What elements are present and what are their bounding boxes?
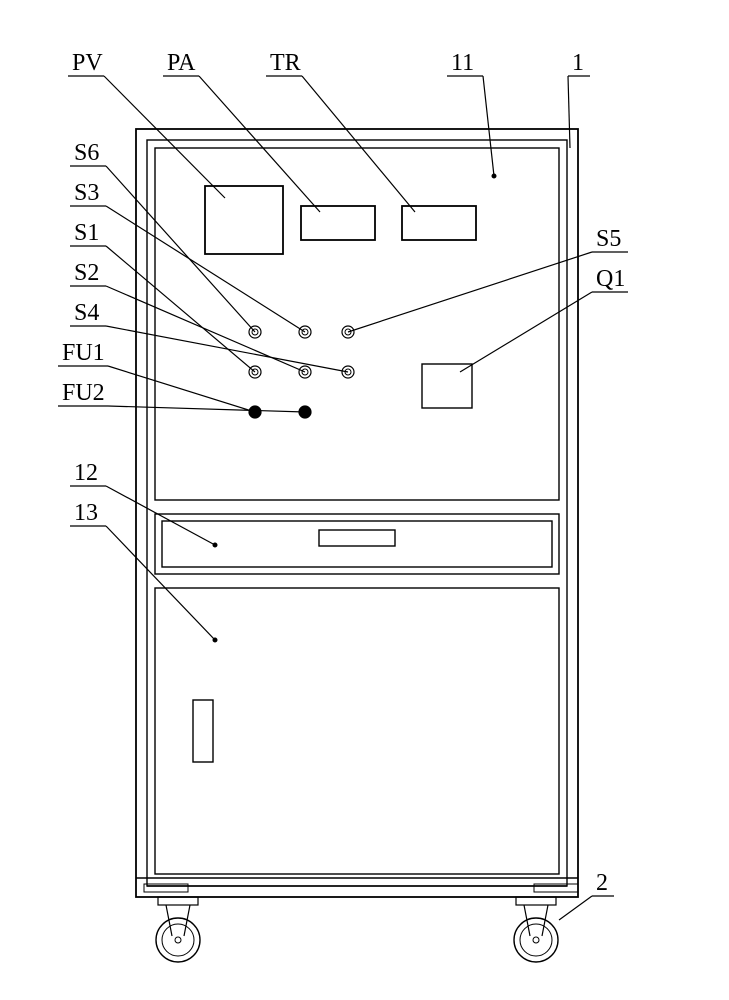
label-l13: 13 bbox=[74, 500, 98, 527]
diagram-svg bbox=[0, 0, 729, 1000]
label-tr: TR bbox=[270, 50, 301, 77]
label-l11: 11 bbox=[451, 50, 474, 77]
label-l2: 2 bbox=[596, 870, 608, 897]
label-s5: S5 bbox=[596, 226, 621, 253]
label-fu2: FU2 bbox=[62, 380, 105, 407]
diagram-stage: PVPATR111S6S3S1S2S4FU1FU21213S5Q12 bbox=[0, 0, 729, 1000]
label-s4: S4 bbox=[74, 300, 99, 327]
label-s2: S2 bbox=[74, 260, 99, 287]
label-s1: S1 bbox=[74, 220, 99, 247]
label-s6: S6 bbox=[74, 140, 99, 167]
label-l12: 12 bbox=[74, 460, 98, 487]
label-l1: 1 bbox=[572, 50, 584, 77]
label-s3: S3 bbox=[74, 180, 99, 207]
label-pa: PA bbox=[167, 50, 195, 77]
label-pv: PV bbox=[72, 50, 103, 77]
label-fu1: FU1 bbox=[62, 340, 105, 367]
label-q1: Q1 bbox=[596, 266, 625, 293]
